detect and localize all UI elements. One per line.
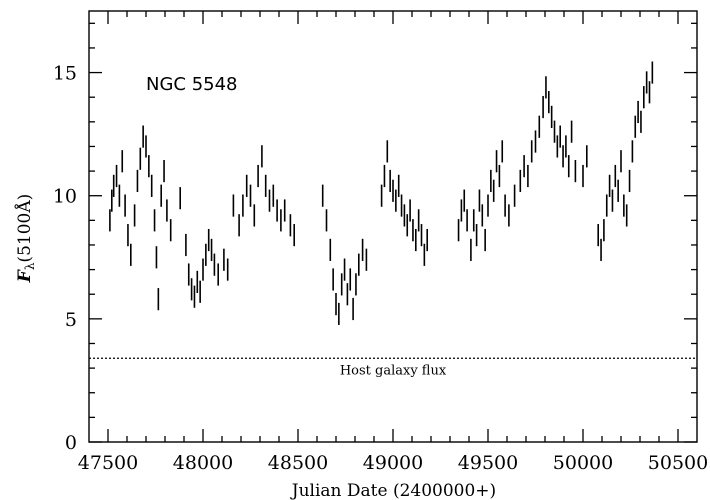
axis-ticks <box>89 11 697 443</box>
x-tick-label: 49000 <box>363 452 423 474</box>
data-points <box>109 61 654 326</box>
x-tick-label: 50000 <box>553 452 613 474</box>
x-tick-label: 48500 <box>268 452 328 474</box>
y-axis-title-subscript: λ <box>23 262 37 270</box>
y-tick-labels: 0 5 10 15 <box>53 63 77 454</box>
host-galaxy-label: Host galaxy flux <box>340 363 447 378</box>
x-tick-labels: 47500 48000 48500 49000 49500 50000 50500 <box>78 452 708 474</box>
y-axis-title-unit: (5100Å) <box>14 194 35 263</box>
x-axis-title: Julian Date (2400000+) <box>290 481 496 500</box>
y-tick-label: 5 <box>65 309 77 331</box>
y-tick-label: 15 <box>53 63 77 85</box>
x-tick-label: 48000 <box>173 452 233 474</box>
y-tick-label: 0 <box>65 432 77 454</box>
y-tick-label: 10 <box>53 186 77 208</box>
plot-frame <box>88 10 698 443</box>
object-name-label: NGC 5548 <box>146 74 238 95</box>
y-axis-title-symbol: F <box>15 268 35 283</box>
x-tick-label: 50500 <box>648 452 708 474</box>
y-axis-title: Fλ(5100Å) <box>14 194 37 284</box>
x-tick-label: 47500 <box>78 452 138 474</box>
x-tick-label: 49500 <box>458 452 518 474</box>
